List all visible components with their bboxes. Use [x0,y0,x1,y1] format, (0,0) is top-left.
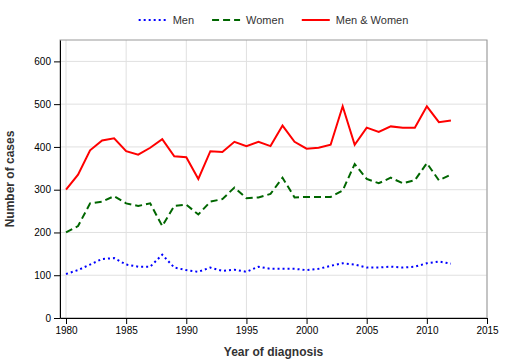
y-axis-line [60,41,61,319]
x-tick-label: 2015 [476,325,499,336]
legend-item: Women [212,14,284,26]
series-line [66,163,451,232]
legend: Men Women Men & Women [139,14,409,26]
x-axis: 1980 1985 1990 1995 2000 2005 2010 2015 [55,318,499,336]
x-tick-mark [246,318,247,324]
legend-item: Men & Women [302,14,409,26]
x-tick-mark [427,318,428,324]
x-tick: 2015 [476,318,499,336]
x-tick: 1980 [55,318,78,336]
grid-line-y [60,61,487,62]
plot-frame [60,40,487,318]
x-tick: 2000 [296,318,319,336]
lines [66,106,451,274]
legend-label: Men & Women [336,14,409,26]
grid-line-x [66,40,67,318]
y-axis-title: Number of cases [3,130,17,227]
legend-label: Women [246,14,284,26]
x-tick-mark [367,318,368,324]
y-tick: 0 [45,313,60,324]
x-tick-mark [126,318,127,324]
grid-line-y [60,232,487,233]
y-tick: 100 [34,270,60,281]
x-tick-label: 1995 [236,325,259,336]
x-tick-label: 1985 [116,325,139,336]
y-tick-mark [54,232,60,233]
x-tick-mark [307,318,308,324]
x-tick: 1990 [176,318,199,336]
x-axis-title: Year of diagnosis [224,345,324,359]
legend-swatch [302,19,330,21]
grid-line-y [60,146,487,147]
grid-line-x [186,40,187,318]
y-tick-label: 500 [34,99,51,110]
y-tick: 400 [34,142,60,153]
grid-line-x [126,40,127,318]
y-tick: 300 [34,184,60,195]
y-tick-label: 0 [45,313,51,324]
grid-line-x [306,40,307,318]
x-tick-label: 1980 [55,325,78,336]
x-tick: 1995 [236,318,259,336]
y-tick-mark [54,61,60,62]
x-tick-mark [487,318,488,324]
x-tick: 1985 [116,318,139,336]
chart: 1980 1985 1990 1995 2000 2005 2010 2015 0 100 200 3… [0,0,505,364]
plot: 1980 1985 1990 1995 2000 2005 2010 2015 0 100 200 3… [34,40,499,336]
x-tick: 2010 [416,318,439,336]
x-tick-mark [66,318,67,324]
y-tick: 600 [34,56,60,67]
x-tick-label: 2005 [356,325,379,336]
grid-line-y [60,189,487,190]
y-tick-label: 400 [34,142,51,153]
y-tick-label: 300 [34,184,51,195]
y-tick-label: 100 [34,270,51,281]
grid [60,40,487,318]
x-axis-line [61,318,488,319]
y-tick-mark [54,275,60,276]
grid-line-y [60,104,487,105]
x-tick-mark [186,318,187,324]
x-tick: 2005 [356,318,379,336]
y-tick: 200 [34,227,60,238]
y-tick-mark [54,190,60,191]
x-tick-label: 2010 [416,325,439,336]
x-tick-label: 2000 [296,325,319,336]
legend-swatch [139,19,167,21]
series-line [66,106,451,189]
x-tick-label: 1990 [176,325,199,336]
legend-swatch [212,19,240,21]
series-line [66,255,451,274]
y-tick-label: 600 [34,56,51,67]
y-tick: 500 [34,99,60,110]
y-tick-mark [54,104,60,105]
grid-line-x [426,40,427,318]
legend-item: Men [139,14,194,26]
grid-line-y [60,275,487,276]
grid-line-x [246,40,247,318]
legend-label: Men [173,14,194,26]
y-tick-label: 200 [34,227,51,238]
y-tick-mark [54,147,60,148]
y-tick-mark [54,318,60,319]
y-axis: 0 100 200 300 400 500 600 [34,41,60,324]
